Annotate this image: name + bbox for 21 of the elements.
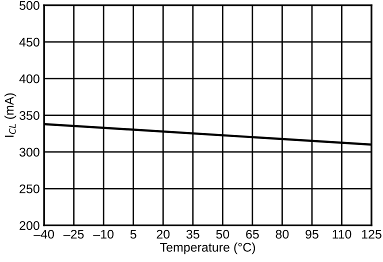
x-tick-label: 125: [362, 230, 382, 239]
x-tick-label: –25: [63, 230, 84, 239]
y-tick-label: 500: [20, 1, 40, 10]
y-axis-title: I$_{CL}$ (mA): [4, 93, 16, 137]
y-tick-label: 400: [19, 74, 40, 84]
y-tick-label: 200: [20, 221, 40, 230]
x-tick-label: 5: [130, 230, 136, 239]
x-tick-label: –10: [93, 230, 114, 239]
x-tick-label: 65: [246, 230, 259, 239]
x-axis-title: Temperature (°C): [160, 242, 255, 254]
y-tick-label: 250: [20, 184, 40, 194]
x-tick-label: 95: [306, 230, 318, 239]
y-tick-label: 350: [20, 111, 40, 120]
x-tick-label: 50: [216, 230, 230, 239]
y-tick-label: 300: [20, 148, 40, 157]
x-tick-label: 80: [276, 230, 289, 239]
x-tick-label: –40: [34, 230, 54, 239]
x-tick-label: 20: [156, 230, 170, 239]
x-tick-label: 35: [186, 230, 200, 239]
y-tick-label: 450: [19, 38, 40, 47]
x-tick-label: 110: [332, 230, 352, 239]
